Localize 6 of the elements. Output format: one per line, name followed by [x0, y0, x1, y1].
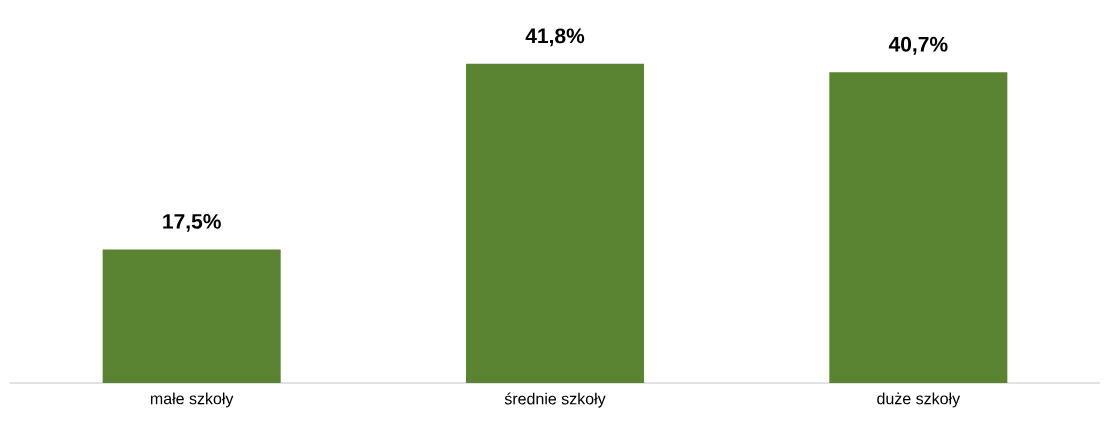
x-tick-label: małe szkoły: [150, 392, 234, 408]
data-label: 17,5%: [163, 213, 221, 232]
x-tick-label: średnie szkoły: [504, 392, 606, 408]
data-label: 40,7%: [888, 36, 948, 55]
x-tick-label: duże szkoły: [877, 392, 961, 408]
data-label: 41,8%: [525, 28, 585, 47]
